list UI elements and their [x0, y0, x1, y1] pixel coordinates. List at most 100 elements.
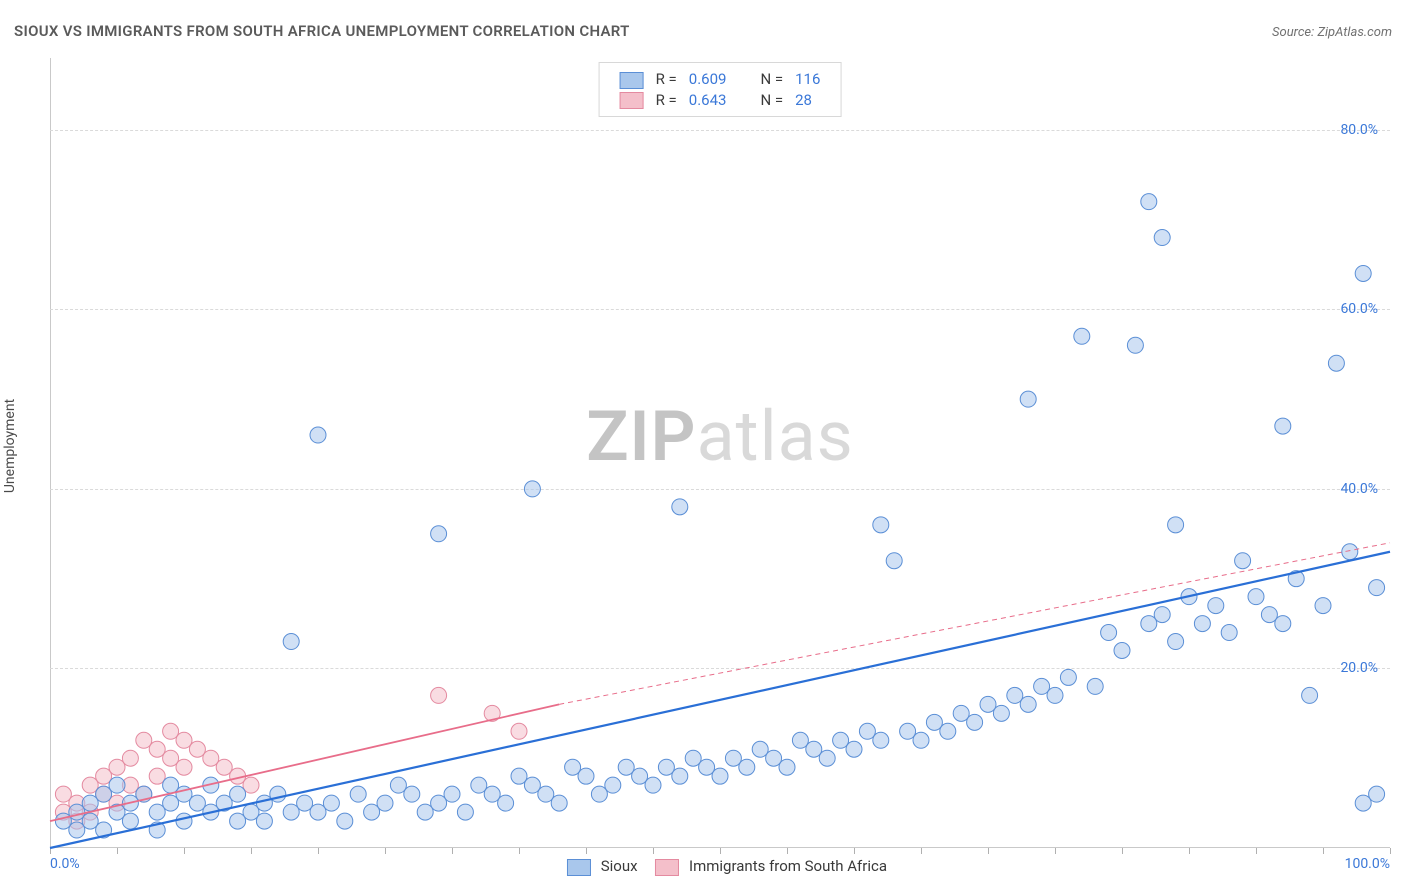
x-axis-min-label: 0.0% [50, 856, 80, 872]
data-point [176, 759, 192, 775]
data-point [1087, 678, 1103, 694]
data-point [404, 786, 420, 802]
data-point [323, 795, 339, 811]
x-tick-mark [720, 848, 721, 854]
data-point [712, 768, 728, 784]
x-tick-mark [452, 848, 453, 854]
data-point [1235, 553, 1251, 569]
series-label-sioux: Sioux [601, 857, 638, 875]
source-name: ZipAtlas.com [1317, 25, 1392, 40]
plot-area: 20.0%40.0%60.0%80.0% ZIPatlas R = 0.609 … [50, 58, 1390, 848]
n-label: N = [754, 69, 789, 90]
data-point [1101, 625, 1117, 641]
r-value-sa: 0.643 [683, 90, 733, 111]
data-point [109, 777, 125, 793]
data-point [122, 813, 138, 829]
swatch-sioux [567, 859, 591, 876]
data-point [1194, 616, 1210, 632]
data-point [337, 813, 353, 829]
data-point [779, 759, 795, 775]
data-point [1114, 643, 1130, 659]
data-point [940, 723, 956, 739]
data-point [1355, 265, 1371, 281]
data-point [605, 777, 621, 793]
n-value-sioux: 116 [789, 69, 826, 90]
data-point [1275, 616, 1291, 632]
x-tick-mark [519, 848, 520, 854]
data-point [819, 750, 835, 766]
data-point [1141, 194, 1157, 210]
x-tick-mark [1323, 848, 1324, 854]
data-point [457, 804, 473, 820]
y-axis-label: Unemployment [2, 399, 18, 493]
series-label-sa: Immigrants from South Africa [689, 857, 887, 875]
data-point [1154, 607, 1170, 623]
data-point [1208, 598, 1224, 614]
data-point [913, 732, 929, 748]
data-point [1154, 230, 1170, 246]
data-point [578, 768, 594, 784]
data-point [1168, 517, 1184, 533]
data-point [431, 526, 447, 542]
x-tick-mark [1189, 848, 1190, 854]
source-attribution: Source: ZipAtlas.com [1272, 25, 1392, 40]
x-tick-mark [1256, 848, 1257, 854]
x-tick-mark [385, 848, 386, 854]
data-point [1168, 634, 1184, 650]
data-point [498, 795, 514, 811]
data-point [551, 795, 567, 811]
data-point [377, 795, 393, 811]
data-point [511, 723, 527, 739]
x-tick-mark [1390, 848, 1391, 854]
data-point [350, 786, 366, 802]
x-tick-mark [653, 848, 654, 854]
data-point [993, 705, 1009, 721]
x-axis-max-label: 100.0% [1345, 856, 1390, 872]
x-tick-mark [787, 848, 788, 854]
data-point [1302, 687, 1318, 703]
trend-line [50, 552, 1390, 848]
r-label: R = [650, 69, 683, 90]
data-point [1369, 580, 1385, 596]
data-point [1221, 625, 1237, 641]
n-value-sa: 28 [789, 90, 826, 111]
data-point [1315, 598, 1331, 614]
data-point [1060, 669, 1076, 685]
scatter-svg [50, 58, 1390, 848]
data-point [1074, 328, 1090, 344]
data-point [846, 741, 862, 757]
data-point [283, 634, 299, 650]
data-point [1020, 391, 1036, 407]
data-point [1020, 696, 1036, 712]
x-tick-mark [184, 848, 185, 854]
x-tick-mark [586, 848, 587, 854]
data-point [230, 786, 246, 802]
data-point [122, 750, 138, 766]
swatch-sioux [620, 72, 644, 89]
data-point [672, 499, 688, 515]
data-point [967, 714, 983, 730]
x-tick-mark [117, 848, 118, 854]
data-point [873, 517, 889, 533]
data-point [310, 427, 326, 443]
data-point [1127, 337, 1143, 353]
chart-title: SIOUX VS IMMIGRANTS FROM SOUTH AFRICA UN… [14, 22, 630, 40]
data-point [1369, 786, 1385, 802]
x-tick-mark [251, 848, 252, 854]
data-point [1248, 589, 1264, 605]
data-point [1275, 418, 1291, 434]
x-tick-mark [318, 848, 319, 854]
data-point [1342, 544, 1358, 560]
data-point [444, 786, 460, 802]
r-label: R = [650, 90, 683, 111]
series-legend: Sioux Immigrants from South Africa [553, 857, 887, 876]
data-point [1328, 355, 1344, 371]
x-tick-mark [921, 848, 922, 854]
n-label: N = [754, 90, 789, 111]
x-tick-mark [854, 848, 855, 854]
data-point [1047, 687, 1063, 703]
data-point [672, 768, 688, 784]
data-point [739, 759, 755, 775]
swatch-sa [620, 92, 644, 109]
r-value-sioux: 0.609 [683, 69, 733, 90]
